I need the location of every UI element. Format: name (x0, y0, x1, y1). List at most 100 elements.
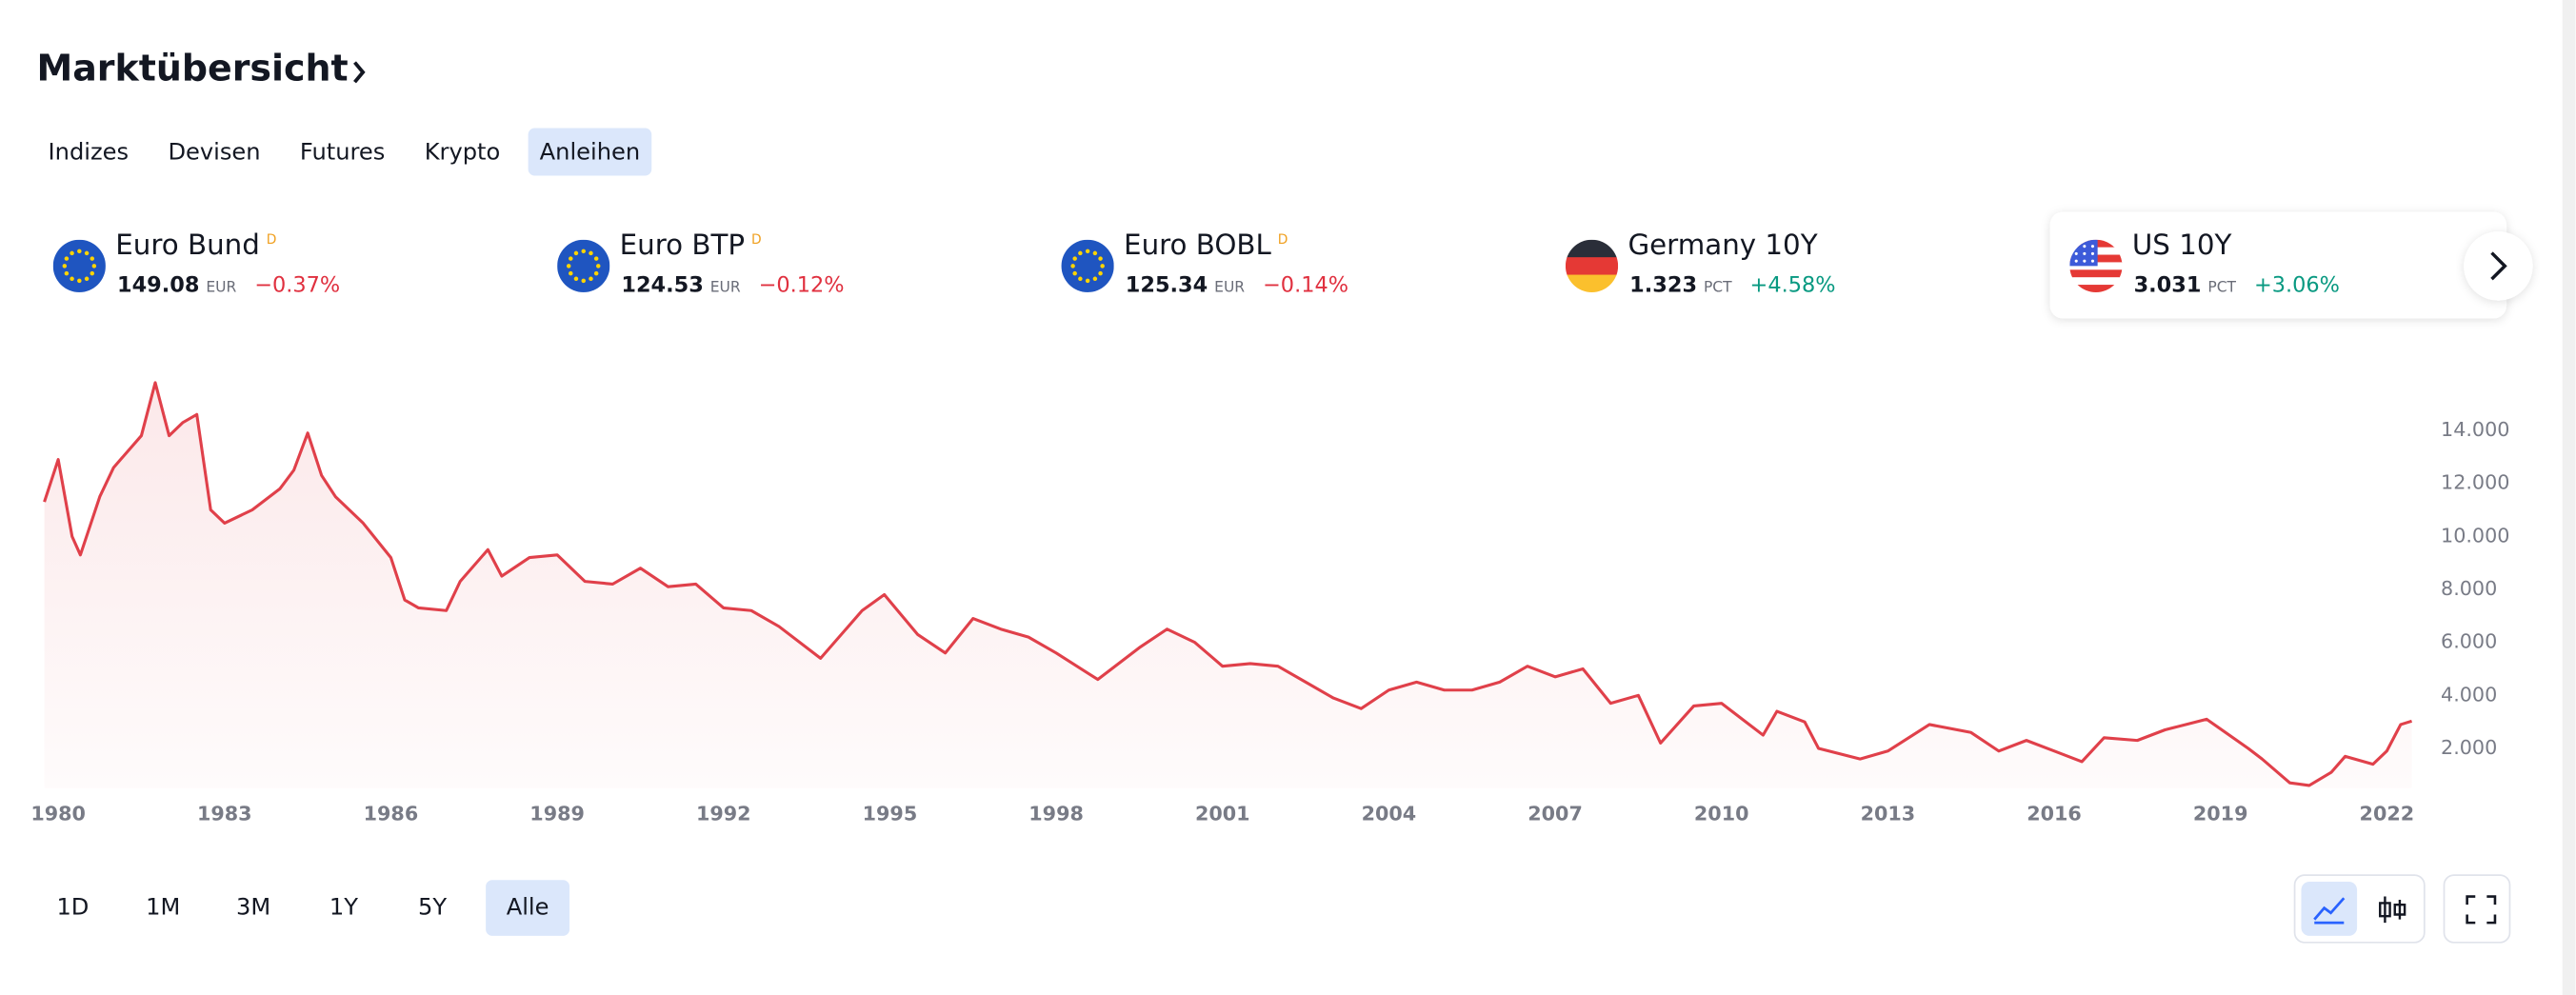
ticker-badge: D (267, 232, 277, 248)
ticker-price: 3.031 (2134, 273, 2202, 298)
ticker[interactable]: Euro BOBL D 125.34 EUR −0.14% (1061, 229, 1348, 298)
title-chevron (353, 61, 366, 84)
scrollbar (2562, 0, 2576, 995)
flag-star (2083, 251, 2087, 255)
next-icon (2490, 251, 2507, 281)
flag-star (2074, 251, 2078, 255)
flag-star (1098, 256, 1103, 261)
x-tick-label: 1983 (197, 802, 252, 825)
ticker-change: −0.14% (1263, 273, 1348, 298)
ticker-unit: EUR (710, 278, 741, 295)
flag-star (64, 270, 70, 276)
ticker-unit: PCT (1704, 278, 1732, 295)
y-tick-label: 6.000 (2441, 630, 2497, 653)
flag-star (77, 278, 82, 284)
flag-stripe (2069, 269, 2123, 278)
ticker-name: Euro Bund (115, 229, 260, 261)
ticker[interactable]: Euro BTP D 124.53 EUR −0.12% (557, 229, 845, 298)
range-button[interactable]: 1Y (329, 894, 358, 921)
range-button[interactable]: 5Y (418, 894, 447, 921)
fullscreen-icon (2466, 895, 2497, 925)
ticker-unit: EUR (206, 278, 236, 295)
x-tick-label: 2007 (1528, 802, 1583, 825)
flag-star (1092, 276, 1098, 282)
ticker[interactable]: Germany 10Y 1.323 PCT +4.58% (1565, 229, 1836, 298)
x-tick-label: 2016 (2027, 802, 2082, 825)
range-buttons: 1D 1M 3M 1Y 5Y Alle (56, 880, 570, 936)
x-tick-label: 2010 (1694, 802, 1749, 825)
title[interactable]: Marktübersicht (36, 48, 348, 90)
flag-star (84, 276, 90, 282)
ticker-card (2049, 211, 2507, 319)
x-tick-label: 2013 (1861, 802, 1916, 825)
tab[interactable]: Krypto (425, 138, 501, 165)
fullscreen-button[interactable] (2443, 874, 2511, 944)
ticker[interactable]: US 10Y 3.031 PCT +3.06% (2069, 229, 2340, 298)
flag-stripe (2069, 262, 2123, 270)
flag (557, 239, 610, 292)
flag-star (589, 276, 593, 282)
flag-bg (52, 239, 106, 292)
range-button[interactable]: 1D (56, 894, 89, 921)
candle-style-button[interactable] (2379, 896, 2406, 924)
area (44, 382, 2412, 788)
flag-star (1098, 270, 1103, 276)
y-tick-label: 12.000 (2441, 471, 2509, 494)
flag-star (1078, 250, 1083, 256)
flag-star (569, 270, 573, 276)
flag (52, 239, 106, 292)
area-style-button[interactable] (2301, 882, 2358, 936)
y-tick-label: 4.000 (2441, 683, 2497, 706)
flag-star (593, 256, 599, 261)
flag-star (1085, 278, 1090, 284)
next-button[interactable] (2464, 231, 2533, 301)
x-tick-label: 2019 (2193, 802, 2248, 825)
ticker-price: 149.08 (117, 273, 199, 298)
ticker-unit: EUR (1214, 278, 1245, 295)
area-icon (2313, 897, 2346, 925)
y-tick-label: 2.000 (2441, 736, 2497, 759)
flag-star (1078, 276, 1083, 282)
flag-stripe (2069, 285, 2123, 292)
x-tick-label: 1989 (529, 802, 585, 825)
flag-star (2090, 245, 2095, 249)
tab[interactable]: Indizes (49, 138, 130, 165)
tab[interactable]: Futures (300, 138, 385, 165)
flag-star (2090, 251, 2095, 255)
flag-stripe (2069, 277, 2123, 286)
x-tick-label: 2001 (1195, 802, 1250, 825)
range-button[interactable]: Alle (507, 894, 549, 921)
flag-stripe (1565, 257, 1619, 276)
x-tick-label: 1992 (696, 802, 751, 825)
flag-star (596, 264, 601, 269)
y-tick-label: 14.000 (2441, 418, 2509, 441)
flag-bg (557, 239, 610, 292)
flag (2069, 239, 2123, 292)
flag-star (573, 276, 579, 282)
flag-stripe (1565, 274, 1619, 292)
flag-star (91, 264, 97, 269)
range-button[interactable]: 3M (236, 894, 270, 921)
ticker-change: +3.06% (2254, 273, 2340, 298)
flag-star (569, 256, 573, 261)
y-tick-label: 10.000 (2441, 524, 2509, 547)
flag (1061, 239, 1114, 292)
flag-star (1100, 264, 1105, 269)
flag (1565, 239, 1619, 292)
range-button[interactable]: 1M (146, 894, 180, 921)
tab-active-bg (528, 128, 652, 176)
flag-star (581, 249, 586, 254)
flag-star (1072, 256, 1077, 261)
tab[interactable]: Devisen (168, 138, 260, 165)
tab[interactable]: Anleihen (540, 138, 640, 165)
ticker-price: 124.53 (621, 273, 703, 298)
ticker-name: Euro BOBL (1124, 229, 1271, 261)
ticker[interactable]: Euro Bund D 149.08 EUR −0.37% (52, 229, 340, 298)
flag-star (62, 264, 68, 269)
flag-star (70, 250, 74, 256)
flag-star (84, 250, 90, 256)
flag-star (2083, 245, 2087, 249)
flag-star (589, 250, 593, 256)
ticker-name: US 10Y (2132, 229, 2232, 261)
